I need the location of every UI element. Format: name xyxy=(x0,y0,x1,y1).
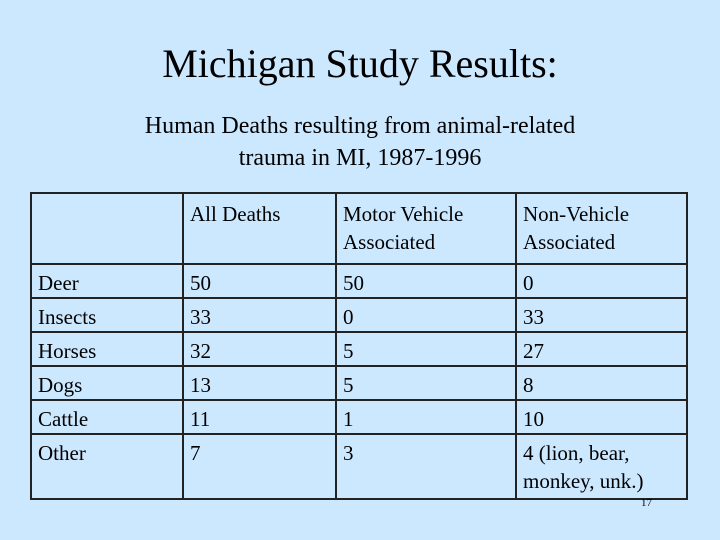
page-number: 17 xyxy=(641,497,652,509)
cell: 50 xyxy=(182,263,337,299)
row-label: Deer xyxy=(30,263,184,299)
cell: 50 xyxy=(335,263,517,299)
cell: 33 xyxy=(515,297,688,333)
cell: 1 xyxy=(335,399,517,435)
data-row: Dogs 13 5 8 xyxy=(30,365,688,401)
slide-title: Michigan Study Results: xyxy=(162,41,558,86)
slide-subtitle: Human Deaths resulting from animal-relat… xyxy=(144,113,576,171)
row-label: Other xyxy=(30,433,184,500)
header-row: All Deaths Motor Vehicle Associated Non-Ve… xyxy=(30,192,688,265)
data-row: Deer 50 50 0 xyxy=(30,263,688,299)
results-table: All Deaths Motor Vehicle Associated Non-Ve… xyxy=(30,192,688,500)
cell: 11 xyxy=(182,399,337,435)
cell: 10 xyxy=(515,399,688,435)
cell: 32 xyxy=(182,331,337,367)
row-label: Dogs xyxy=(30,365,184,401)
row-label: Insects xyxy=(30,297,184,333)
header-cell: Non-Vehicle Associated xyxy=(515,192,688,265)
header-cell: All Deaths xyxy=(182,192,337,265)
data-row: Horses 32 5 27 xyxy=(30,331,688,367)
cell: 5 xyxy=(335,331,517,367)
cell: 7 xyxy=(182,433,337,500)
row-label: Cattle xyxy=(30,399,184,435)
data-row: Other 7 3 4 (lion, bear, monkey, unk.) xyxy=(30,433,688,500)
cell: 8 xyxy=(515,365,688,401)
cell: 4 (lion, bear, monkey, unk.) xyxy=(515,433,688,500)
cell: 27 xyxy=(515,331,688,367)
cell: 13 xyxy=(182,365,337,401)
cell: 0 xyxy=(335,297,517,333)
data-row: Insects 33 0 33 xyxy=(30,297,688,333)
cell: 3 xyxy=(335,433,517,500)
cell: 5 xyxy=(335,365,517,401)
corner-cell xyxy=(30,192,184,265)
cell: 33 xyxy=(182,297,337,333)
cell: 0 xyxy=(515,263,688,299)
row-label: Horses xyxy=(30,331,184,367)
header-cell: Motor Vehicle Associated xyxy=(335,192,517,265)
data-row: Cattle 11 1 10 xyxy=(30,399,688,435)
